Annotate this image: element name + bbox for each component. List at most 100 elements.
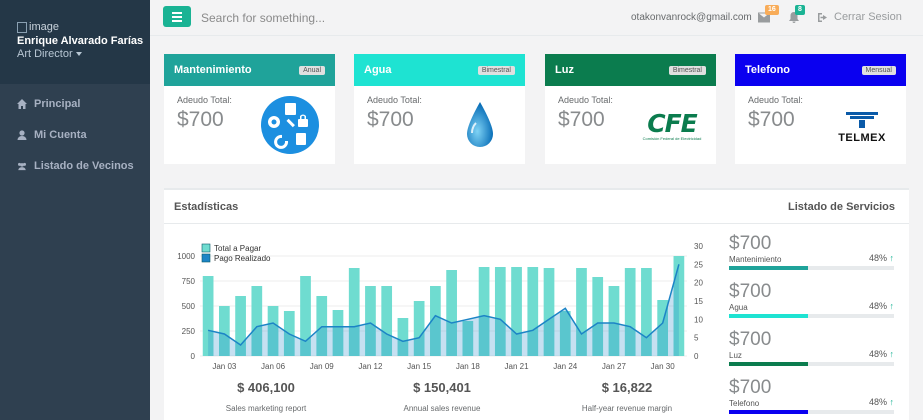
y-left-tick-label: 250 bbox=[182, 327, 196, 336]
sidebar-item-mi-cuenta[interactable]: Mi Cuenta bbox=[0, 119, 150, 150]
x-tick-label: Jan 18 bbox=[456, 362, 481, 370]
summary-half-year: $ 16,822 Half-year revenue margin bbox=[547, 380, 707, 413]
y-left-tick-label: 0 bbox=[191, 352, 196, 361]
service-name: Telefono bbox=[729, 399, 760, 408]
arrow-up-icon: ↑ bbox=[889, 301, 895, 311]
service-progress-fill bbox=[729, 362, 809, 366]
user-role-dropdown[interactable]: Art Director bbox=[17, 48, 150, 60]
bar bbox=[413, 301, 425, 356]
summary-value: $ 406,100 bbox=[237, 380, 295, 395]
menu-toggle-button[interactable] bbox=[163, 6, 191, 27]
sidebar-item-principal[interactable]: Principal bbox=[0, 88, 150, 119]
sidebar-item-label: Principal bbox=[34, 97, 81, 110]
service-progress-fill bbox=[729, 410, 809, 414]
sign-out-icon bbox=[818, 12, 827, 22]
bar bbox=[267, 306, 279, 356]
legend-swatch bbox=[201, 253, 211, 263]
maintenance-gears-logo bbox=[261, 96, 319, 154]
summary-value: $ 16,822 bbox=[601, 380, 653, 395]
card-period-tag: Mensual bbox=[861, 65, 896, 75]
service-name: Agua bbox=[729, 303, 748, 312]
bar bbox=[251, 286, 263, 356]
x-tick-label: Jan 03 bbox=[212, 362, 237, 370]
y-left-tick-label: 500 bbox=[182, 302, 196, 311]
bar bbox=[494, 267, 506, 356]
card-title: Mantenimiento bbox=[174, 64, 252, 76]
bar bbox=[673, 256, 685, 356]
y-left-tick-label: 750 bbox=[182, 277, 196, 286]
envelope-icon bbox=[758, 12, 770, 23]
card-amount: $700 bbox=[748, 108, 795, 131]
card-mantenimiento: Mantenimiento Anual Adeudo Total: $700 bbox=[164, 54, 335, 164]
x-tick-label: Jan 12 bbox=[358, 362, 383, 370]
y-right-tick-label: 10 bbox=[694, 315, 703, 324]
bar bbox=[624, 268, 636, 356]
search-input[interactable] bbox=[201, 6, 461, 30]
y-right-tick-label: 30 bbox=[694, 242, 703, 251]
service-percent-value: 48% bbox=[868, 301, 887, 311]
card-luz: Luz Bimestral Adeudo Total: $700 CFE Com… bbox=[545, 54, 716, 164]
bar bbox=[478, 267, 490, 356]
service-price: $700 bbox=[729, 377, 772, 398]
bar bbox=[300, 276, 311, 356]
bar bbox=[511, 267, 522, 356]
card-header: Agua Bimestral bbox=[354, 54, 525, 86]
home-icon bbox=[17, 98, 27, 109]
statistics-title: Estadísticas bbox=[174, 201, 239, 213]
series-line bbox=[207, 264, 680, 346]
service-item-telefono: $700 Telefono 48% ↑ bbox=[729, 377, 894, 420]
legend-label: Total a Pagar bbox=[214, 244, 261, 253]
y-right-tick-label: 0 bbox=[694, 352, 699, 361]
bar bbox=[235, 296, 246, 356]
sidebar-nav: Principal Mi Cuenta Listado de Vecinos bbox=[0, 88, 150, 181]
service-percent-value: 48% bbox=[868, 397, 887, 407]
bar bbox=[462, 321, 474, 356]
user-icon bbox=[17, 129, 27, 140]
arrow-up-icon: ↑ bbox=[889, 397, 895, 407]
legend-label: Pago Realizado bbox=[214, 254, 271, 263]
bar bbox=[218, 306, 230, 356]
card-period-tag: Bimestral bbox=[668, 65, 706, 75]
card-body: Adeudo Total: $700 bbox=[354, 86, 525, 164]
card-body: Adeudo Total: $700 TELMEX bbox=[735, 86, 906, 164]
service-percent-value: 48% bbox=[868, 253, 887, 263]
service-percent: 48% ↑ bbox=[869, 301, 894, 311]
card-label: Adeudo Total: bbox=[748, 95, 803, 105]
bar bbox=[365, 286, 376, 356]
caret-down-icon bbox=[75, 52, 82, 56]
bar bbox=[348, 268, 360, 356]
logout-label: Cerrar Sesion bbox=[834, 11, 902, 23]
service-percent: 48% ↑ bbox=[869, 397, 894, 407]
card-title: Agua bbox=[364, 64, 392, 76]
summary-sales-marketing: $ 406,100 Sales marketing report bbox=[186, 380, 346, 413]
users-icon bbox=[18, 162, 26, 170]
card-label: Adeudo Total: bbox=[177, 95, 232, 105]
services-title: Listado de Servicios bbox=[788, 201, 895, 213]
service-name: Luz bbox=[729, 351, 742, 360]
bar bbox=[527, 267, 539, 356]
service-item-luz: $700 Luz 48% ↑ bbox=[729, 329, 894, 377]
service-progress-bar bbox=[729, 266, 894, 270]
card-period-tag: Anual bbox=[299, 65, 325, 75]
telmex-emblem-icon bbox=[846, 112, 878, 128]
cfe-logo-text: CFE bbox=[647, 109, 698, 138]
sidebar-item-listado-vecinos[interactable]: Listado de Vecinos bbox=[0, 150, 150, 181]
logout-button[interactable]: Cerrar Sesion bbox=[818, 11, 902, 23]
notifications-button[interactable]: 8 bbox=[788, 5, 805, 23]
bar bbox=[397, 318, 409, 356]
bar bbox=[608, 286, 620, 356]
x-tick-label: Jan 30 bbox=[651, 362, 676, 370]
card-header: Luz Bimestral bbox=[545, 54, 716, 86]
service-name: Mantenimiento bbox=[729, 255, 782, 264]
x-tick-label: Jan 24 bbox=[553, 362, 578, 370]
arrow-up-icon: ↑ bbox=[889, 349, 895, 359]
series-area bbox=[208, 264, 679, 356]
card-body: Adeudo Total: $700 CFE Comisión Federal … bbox=[545, 86, 716, 164]
sidebar: image Enrique Alvarado Farías Art Direct… bbox=[0, 0, 150, 420]
topbar: otakonvanrock@gmail.com 16 8 Cerrar Sesi… bbox=[150, 0, 923, 36]
summary-value: $ 150,401 bbox=[413, 380, 471, 395]
telmex-logo-text: TELMEX bbox=[838, 132, 886, 144]
service-item-agua: $700 Agua 48% ↑ bbox=[729, 281, 894, 329]
messages-button[interactable]: 16 bbox=[758, 5, 779, 23]
card-header: Telefono Mensual bbox=[735, 54, 906, 86]
